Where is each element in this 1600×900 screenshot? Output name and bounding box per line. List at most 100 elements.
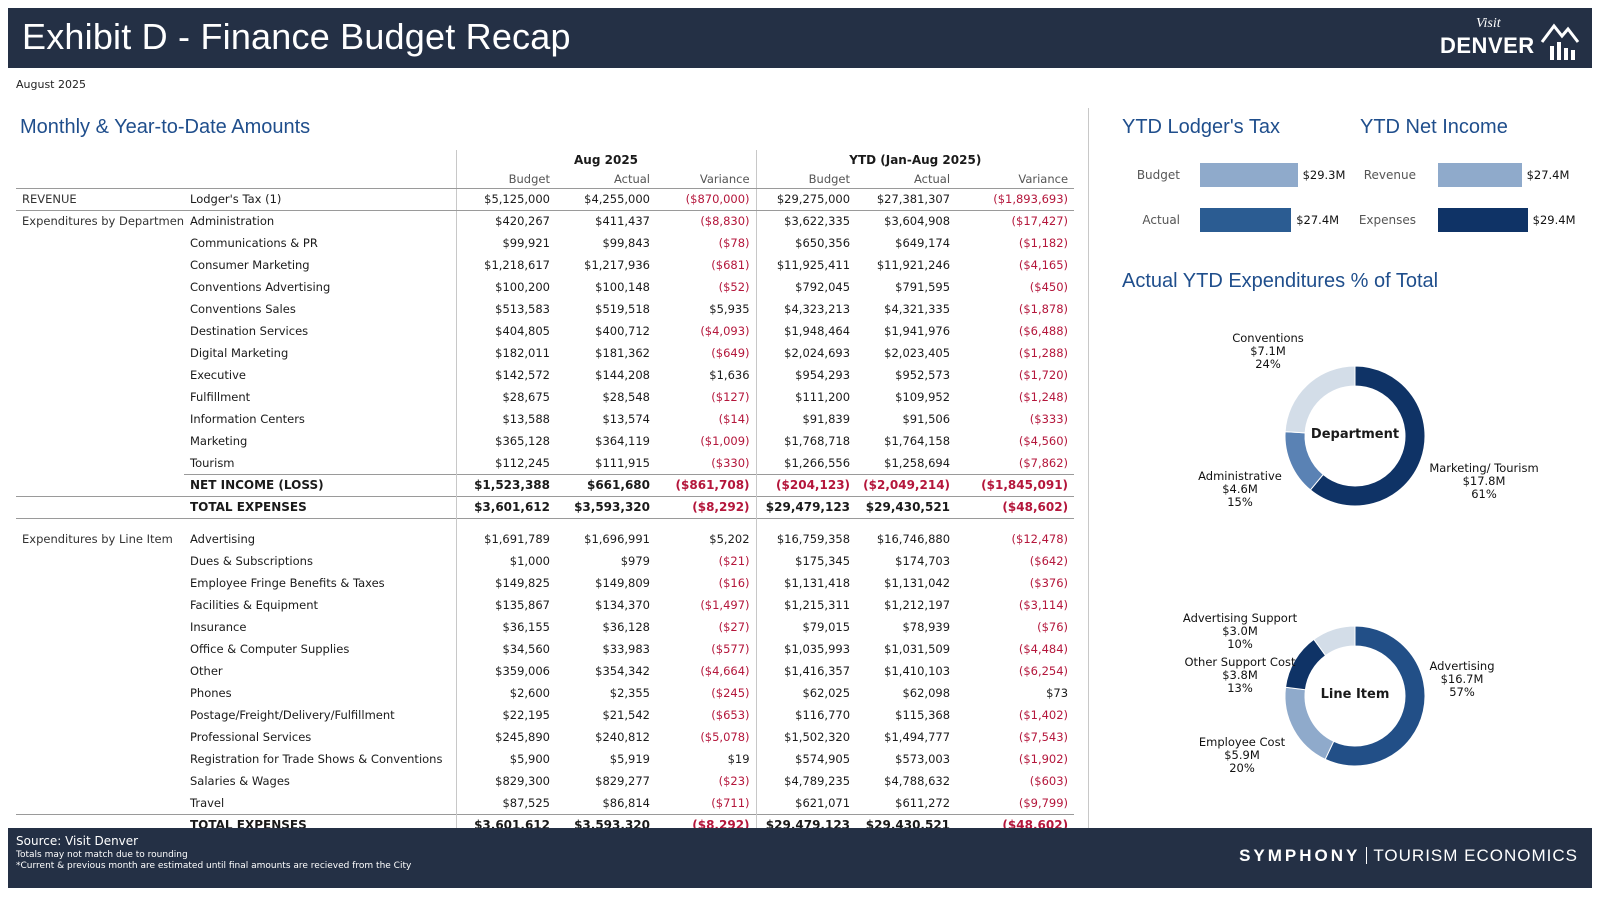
table-row: Travel $87,525 $86,814 ($711) $621,071 $611,2…	[16, 792, 1074, 814]
row-value: $22,195	[455, 704, 556, 726]
row-value: $27,381,307	[856, 188, 957, 211]
brand-tourism-economics: TOURISM ECONOMICS	[1373, 846, 1578, 865]
row-value: $245,890	[455, 726, 556, 748]
row-value: ($1,497)	[700, 598, 750, 612]
row-value: ($16)	[718, 576, 750, 590]
row-label: Registration for Trade Shows & Conventio…	[190, 752, 443, 766]
col-ytd-actual: Actual	[856, 170, 957, 189]
table-row: Office & Computer Supplies $34,560 $33,983…	[16, 638, 1074, 660]
row-label: Salaries & Wages	[190, 774, 290, 788]
row-label: Lodger's Tax (1)	[184, 188, 456, 211]
row-value: ($1,009)	[700, 434, 750, 448]
row-value: ($52)	[718, 280, 750, 294]
row-category: REVENUE	[16, 188, 184, 211]
row-value: $29,275,000	[755, 188, 857, 211]
table-row: Expenditures by Department Administration…	[16, 210, 1074, 232]
slice-pct-label: 20%	[1229, 761, 1255, 775]
row-value: $79,015	[755, 616, 857, 638]
row-value: ($4,165)	[1018, 258, 1069, 272]
row-value: ($2,049,214)	[856, 473, 957, 496]
row-value: $100,200	[455, 276, 556, 298]
bar-budget	[1200, 163, 1298, 187]
row-label: Executive	[190, 368, 246, 382]
row-value: $1,035,993	[755, 638, 857, 660]
row-value: ($1,182)	[1018, 236, 1069, 250]
row-value: ($1,720)	[1018, 368, 1069, 382]
row-value: ($17,427)	[1011, 214, 1069, 229]
table-row: Dues & Subscriptions $1,000 $979 ($21) $175,…	[16, 550, 1074, 572]
row-value: ($711)	[711, 795, 750, 810]
table-column-header: Budget Actual Variance Budget Actual Var…	[16, 170, 1075, 189]
slice-amount: $16.7M	[1440, 672, 1484, 686]
row-label: Dues & Subscriptions	[190, 554, 313, 568]
row-value: $1,523,388	[455, 473, 556, 496]
footer-bar: Source: Visit Denver Totals may not matc…	[8, 828, 1592, 888]
slice-pct-label: 57%	[1449, 685, 1475, 699]
row-value: $650,356	[755, 232, 857, 254]
row-value: ($7,862)	[1018, 455, 1069, 470]
row-value: $4,788,632	[884, 774, 951, 788]
row-category	[16, 298, 184, 320]
row-category: Expenditures by Department	[22, 214, 184, 229]
group-ytd-header: YTD (Jan-Aug 2025)	[755, 150, 1075, 170]
row-category	[16, 638, 184, 660]
table-title: Monthly & Year-to-Date Amounts	[20, 116, 311, 138]
row-value: $1,266,556	[755, 452, 857, 474]
row-value: $86,814	[602, 795, 650, 810]
row-value: $791,595	[895, 280, 951, 294]
row-value: ($1,878)	[1018, 302, 1069, 316]
row-value: $1,691,789	[455, 528, 556, 550]
row-value: ($870,000)	[656, 188, 757, 211]
row-value: $4,323,213	[755, 298, 857, 320]
row-value: $1,410,103	[884, 664, 951, 678]
row-value: $952,573	[895, 368, 951, 382]
row-value: ($1,845,091)	[956, 473, 1075, 496]
page-title: Exhibit D - Finance Budget Recap	[22, 16, 571, 57]
row-value: $149,809	[595, 576, 650, 590]
row-value: ($1,902)	[1018, 752, 1069, 766]
row-value: $979	[620, 554, 650, 568]
row-value: $28,548	[602, 390, 650, 404]
row-value: $3,601,612	[455, 495, 556, 518]
row-value: $142,572	[455, 364, 556, 386]
row-value: $36,128	[602, 620, 650, 634]
row-category	[16, 594, 184, 616]
row-value: $2,023,405	[884, 346, 951, 360]
row-value: ($21)	[718, 554, 750, 568]
row-value: $829,277	[595, 774, 650, 788]
row-value: $420,267	[455, 210, 556, 232]
row-label: Conventions Advertising	[190, 280, 331, 294]
bar-actual	[1200, 208, 1292, 232]
row-value: $91,839	[755, 408, 857, 430]
row-value: $1,215,311	[755, 594, 857, 616]
row-value: $1,217,936	[584, 258, 650, 272]
col-month-variance: Variance	[656, 170, 757, 189]
row-value: $19	[727, 752, 750, 766]
row-value: ($8,830)	[700, 214, 750, 229]
row-category	[16, 474, 184, 496]
row-category	[16, 276, 184, 298]
row-label: Insurance	[190, 620, 247, 634]
row-value: $111,200	[755, 386, 857, 408]
slice-pct-label: 61%	[1471, 487, 1497, 501]
row-value: $1,636	[709, 368, 750, 382]
bar-category-label: Revenue	[1363, 168, 1416, 182]
row-category	[16, 616, 184, 638]
donut-slice	[1284, 365, 1356, 434]
row-value: $13,588	[455, 408, 556, 430]
bar-expenses	[1438, 208, 1528, 232]
total-expenses-dept-row: TOTAL EXPENSES $3,601,612 $3,593,320 ($8,29…	[16, 495, 1075, 518]
slice-amount: $5.9M	[1224, 748, 1260, 762]
bar-value-label: $27.4M	[1296, 213, 1340, 227]
logo-visit-text: Visit	[1476, 16, 1501, 31]
row-value: $99,921	[455, 232, 556, 254]
row-label: Professional Services	[190, 730, 312, 744]
table-row: Registration for Trade Shows & Conventio…	[16, 748, 1074, 770]
row-category	[16, 386, 184, 408]
row-value: $1,502,320	[755, 726, 857, 748]
row-value: $240,812	[595, 730, 650, 744]
row-value: $3,622,335	[755, 210, 857, 232]
row-category	[16, 792, 184, 814]
row-category	[16, 572, 184, 594]
header-bar: Exhibit D - Finance Budget Recap Visit D…	[8, 8, 1592, 68]
